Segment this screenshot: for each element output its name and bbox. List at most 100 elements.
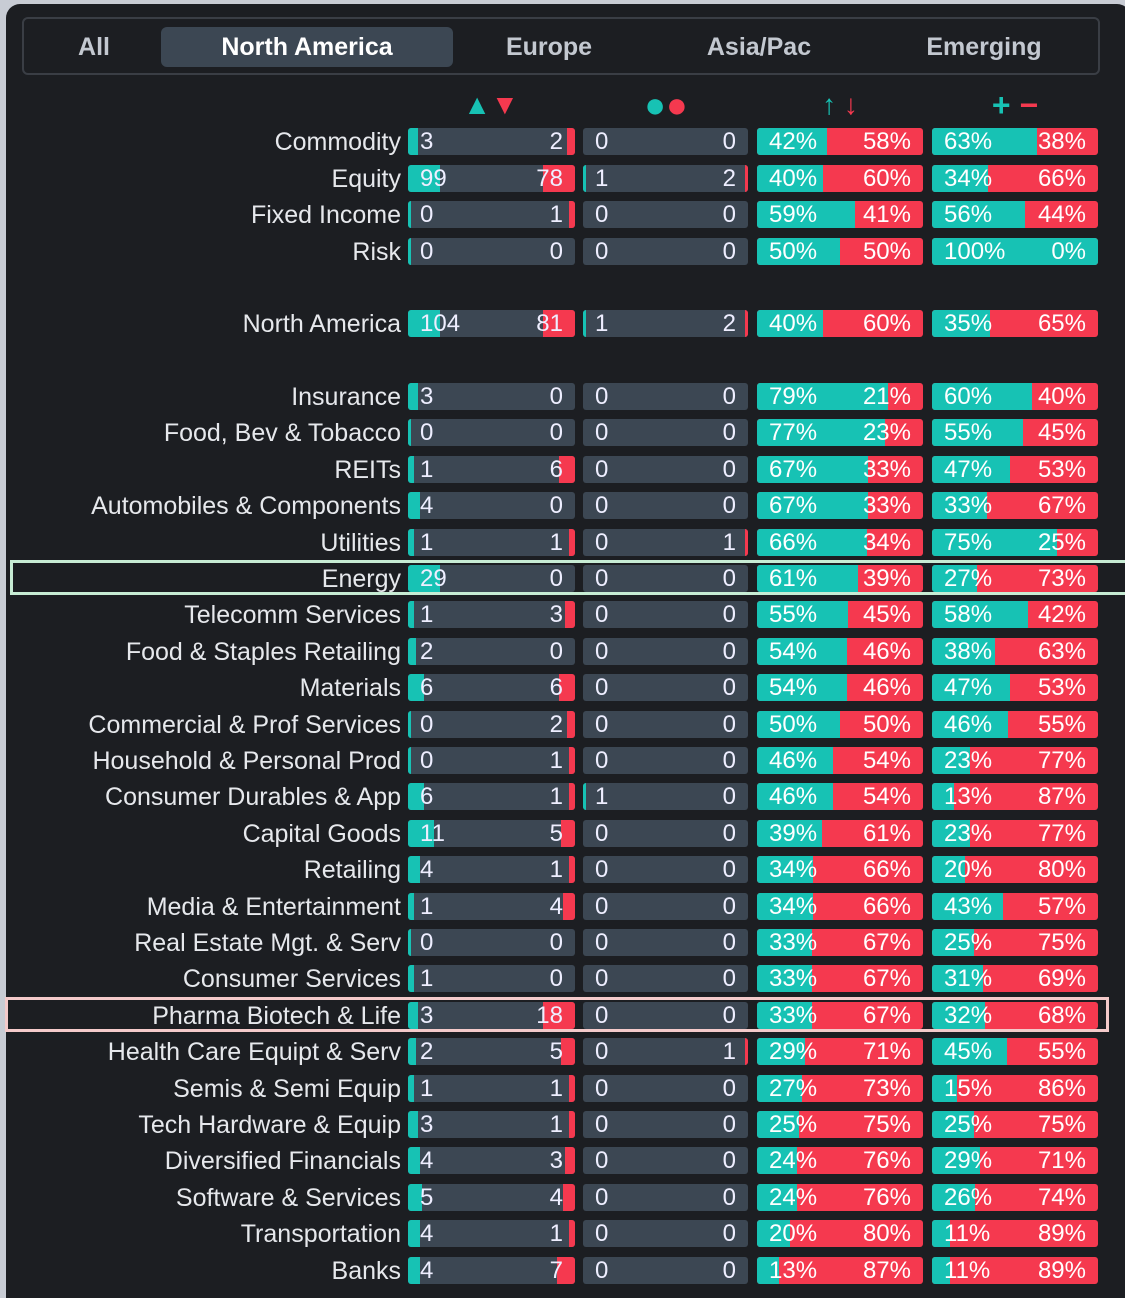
table-row[interactable]: Commodity 3 2 0 0 42% 58% 63% 38% xyxy=(0,127,1125,157)
advance-decline-pct-bar: 13% 87% xyxy=(757,1256,923,1284)
advance-fill xyxy=(757,929,812,956)
tab-europe[interactable]: Europe xyxy=(505,33,593,61)
up-down-count-bar: 0 0 xyxy=(408,929,575,956)
plus-minus-pct-bar: 34% 66% xyxy=(932,164,1098,192)
down-count: 0 xyxy=(549,237,563,265)
row-label: Utilities xyxy=(320,528,401,557)
decline-pct: 66% xyxy=(862,892,911,920)
plus-minus-pct-bar: 29% 71% xyxy=(932,1147,1098,1175)
plus-minus-pct-bar: 27% 73% xyxy=(932,565,1098,592)
table-row[interactable]: Real Estate Mgt. & Serv 0 0 0 0 33% 67% … xyxy=(0,928,1125,958)
red-dot-count: 0 xyxy=(722,419,736,447)
table-row[interactable]: Diversified Financials 4 3 0 0 24% 76% 2… xyxy=(0,1146,1125,1176)
dot-count-bar: 0 0 xyxy=(583,565,748,592)
up-count: 2 xyxy=(420,637,434,665)
tab-north-america[interactable]: North America xyxy=(161,27,453,67)
red-dot-count: 0 xyxy=(722,710,736,738)
plus-minus-pct-bar: 15% 86% xyxy=(932,1074,1098,1102)
dot-count-bar: 0 0 xyxy=(583,601,748,629)
table-row[interactable]: Food, Bev & Tobacco 0 0 0 0 77% 23% 55% … xyxy=(0,418,1125,448)
minus-pct: 0% xyxy=(1051,237,1086,265)
plus-fill xyxy=(932,164,989,192)
dot-count-bar: 0 0 xyxy=(583,965,748,993)
table-row[interactable]: Telecomm Services 1 3 0 0 55% 45% 58% 42… xyxy=(0,600,1125,630)
dot-count-bar: 0 0 xyxy=(583,747,748,774)
table-row[interactable]: Consumer Durables & App 6 1 1 0 46% 54% … xyxy=(0,782,1125,812)
table-row[interactable]: Fixed Income 0 1 0 0 59% 41% 56% 44% xyxy=(0,200,1125,230)
table-row[interactable]: Software & Services 5 4 0 0 24% 76% 26% … xyxy=(0,1183,1125,1213)
up-fill xyxy=(408,965,414,993)
plus-minus-pct-bar: 23% 77% xyxy=(932,819,1098,847)
down-count: 6 xyxy=(549,455,563,483)
advance-pct: 46% xyxy=(769,747,818,774)
down-count: 0 xyxy=(549,929,563,956)
table-row[interactable]: Retailing 4 1 0 0 34% 66% 20% 80% xyxy=(0,855,1125,885)
plus-pct: 27% xyxy=(944,565,993,592)
red-dot-count: 0 xyxy=(722,1256,736,1284)
table-row[interactable]: Consumer Services 1 0 0 0 33% 67% 31% 69… xyxy=(0,964,1125,994)
red-dot-fill xyxy=(745,310,748,337)
table-row[interactable]: North America 104 81 1 2 40% 60% 35% 65% xyxy=(0,309,1125,339)
up-down-count-bar: 6 6 xyxy=(408,674,575,702)
tab-all[interactable]: All xyxy=(78,33,110,61)
tab-emerging[interactable]: Emerging xyxy=(926,33,1042,61)
tab-asia-pac[interactable]: Asia/Pac xyxy=(706,33,812,61)
plus-fill xyxy=(932,528,1057,556)
table-row[interactable]: Tech Hardware & Equip 3 1 0 0 25% 75% 25… xyxy=(0,1110,1125,1140)
table-row[interactable]: Pharma Biotech & Life 3 18 0 0 33% 67% 3… xyxy=(0,1001,1125,1031)
up-down-count-bar: 4 0 xyxy=(408,492,575,520)
table-row[interactable]: Insurance 3 0 0 0 79% 21% 60% 40% xyxy=(0,382,1125,412)
advance-decline-pct-bar: 59% 41% xyxy=(757,201,923,229)
advance-pct: 61% xyxy=(769,565,818,592)
up-down-count-bar: 1 1 xyxy=(408,1074,575,1102)
advance-decline-pct-bar: 77% 23% xyxy=(757,419,923,447)
advance-pct: 79% xyxy=(769,383,818,410)
row-label: Transportation xyxy=(240,1220,401,1249)
up-down-count-bar: 5 4 xyxy=(408,1183,575,1211)
up-fill xyxy=(408,1111,418,1138)
plus-fill xyxy=(932,310,991,337)
table-row[interactable]: Energy 29 0 0 0 61% 39% 27% 73% xyxy=(0,564,1125,594)
up-count: 0 xyxy=(420,929,434,956)
up-count: 0 xyxy=(420,419,434,447)
down-count: 5 xyxy=(549,1038,563,1066)
table-row[interactable]: Semis & Semi Equip 1 1 0 0 27% 73% 15% 8… xyxy=(0,1074,1125,1104)
red-dot-fill xyxy=(745,164,748,192)
up-down-count-bar: 99 78 xyxy=(408,164,575,192)
up-down-count-bar: 0 1 xyxy=(408,747,575,774)
advance-fill xyxy=(757,892,814,920)
table-row[interactable]: Transportation 4 1 0 0 20% 80% 11% 89% xyxy=(0,1219,1125,1249)
dot-count-bar: 0 0 xyxy=(583,819,748,847)
table-row[interactable]: Health Care Equipt & Serv 2 5 0 1 29% 71… xyxy=(0,1037,1125,1067)
up-down-count-bar: 11 5 xyxy=(408,819,575,847)
decline-pct: 67% xyxy=(862,1001,911,1029)
up-down-count-bar: 3 0 xyxy=(408,383,575,410)
plus-fill xyxy=(932,128,1037,155)
table-row[interactable]: Household & Personal Prod 0 1 0 0 46% 54… xyxy=(0,746,1125,776)
table-row[interactable]: Automobiles & Components 4 0 0 0 67% 33%… xyxy=(0,491,1125,521)
plus-pct: 43% xyxy=(944,892,993,920)
red-dot-count: 0 xyxy=(722,929,736,956)
decline-pct: 50% xyxy=(862,237,911,265)
down-fill xyxy=(569,201,575,229)
row-label: Tech Hardware & Equip xyxy=(138,1111,401,1139)
plus-minus-pct-bar: 75% 25% xyxy=(932,528,1098,556)
minus-pct: 86% xyxy=(1037,1074,1086,1102)
table-row[interactable]: Materials 6 6 0 0 54% 46% 47% 53% xyxy=(0,673,1125,703)
table-row[interactable]: Commercial & Prof Services 0 2 0 0 50% 5… xyxy=(0,710,1125,740)
table-row[interactable]: Media & Entertainment 1 4 0 0 34% 66% 43… xyxy=(0,892,1125,922)
table-row[interactable]: Utilities 1 1 0 1 66% 34% 75% 25% xyxy=(0,528,1125,558)
table-row[interactable]: Capital Goods 11 5 0 0 39% 61% 23% 77% xyxy=(0,819,1125,849)
red-dot-count: 0 xyxy=(722,565,736,592)
table-row[interactable]: REITs 1 6 0 0 67% 33% 47% 53% xyxy=(0,455,1125,485)
table-row[interactable]: Food & Staples Retailing 2 0 0 0 54% 46%… xyxy=(0,637,1125,667)
plus-pct: 26% xyxy=(944,1183,993,1211)
advance-decline-pct-bar: 66% 34% xyxy=(757,528,923,556)
table-row[interactable]: Equity 99 78 1 2 40% 60% 34% 66% xyxy=(0,164,1125,194)
plus-pct: 33% xyxy=(944,492,993,520)
table-row[interactable]: Banks 4 7 0 0 13% 87% 11% 89% xyxy=(0,1256,1125,1286)
table-row[interactable]: Risk 0 0 0 0 50% 50% 100% 0% xyxy=(0,237,1125,267)
red-dot-count: 0 xyxy=(722,1111,736,1138)
up-fill xyxy=(408,637,416,665)
red-dot-count: 1 xyxy=(722,528,736,556)
